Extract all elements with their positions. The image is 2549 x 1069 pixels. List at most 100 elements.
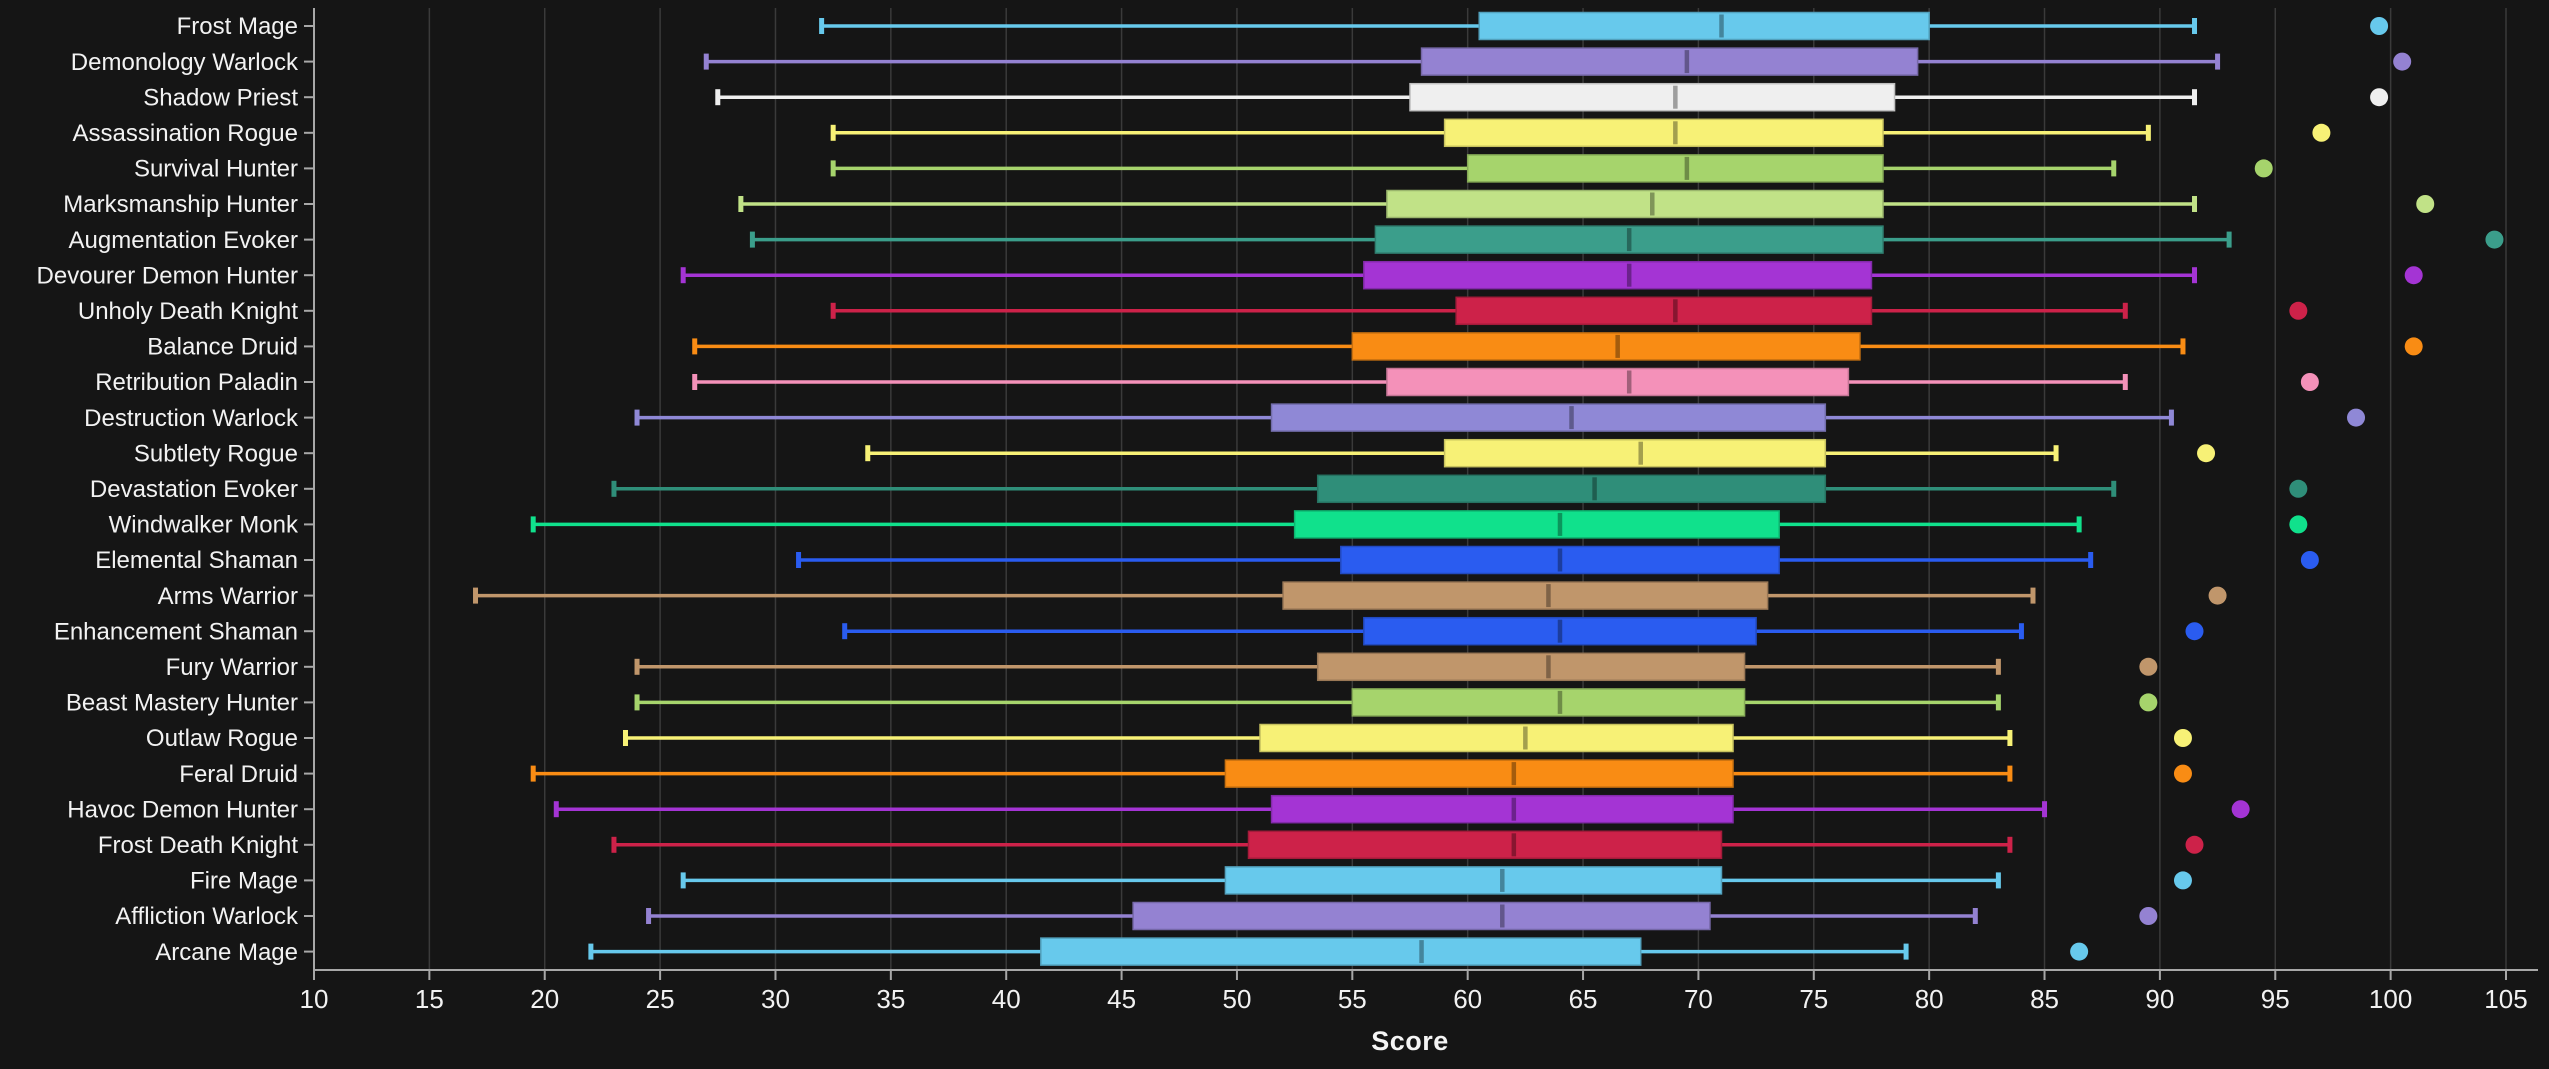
x-axis-title: Score (1371, 1026, 1449, 1056)
y-axis-label: Retribution Paladin (95, 369, 298, 396)
y-axis-label: Augmentation Evoker (69, 227, 298, 254)
median-line (1500, 868, 1505, 892)
outlier-dot (2370, 17, 2389, 35)
whisker-cap-min (830, 160, 836, 177)
outlier-dot (2185, 835, 2204, 854)
whisker-cap-min (738, 196, 744, 212)
whisker-cap-max (2122, 302, 2128, 319)
x-tick-label: 60 (1453, 984, 1482, 1014)
whisker-cap-max (2168, 409, 2174, 426)
y-axis-label: Shadow Priest (143, 84, 298, 111)
x-tick-label: 95 (2261, 984, 2290, 1014)
whisker-cap-min (715, 89, 721, 106)
median-line (1673, 121, 1678, 145)
whisker-cap-min (819, 18, 825, 34)
whisker-cap-max (2180, 338, 2186, 355)
outlier-dot (2347, 408, 2366, 427)
whisker-cap-max (2076, 516, 2082, 533)
box (1351, 332, 1861, 361)
median-line (1569, 406, 1574, 430)
box (1259, 723, 1734, 753)
whisker-cap-min (473, 587, 479, 604)
whisker-cap-max (2215, 53, 2221, 70)
y-axis-label: Subtlety Rogue (134, 440, 298, 467)
whisker-cap-max (1995, 658, 2001, 675)
outlier-dot (2404, 337, 2423, 356)
whisker-cap-max (1995, 872, 2001, 889)
whisker-cap-max (2042, 801, 2048, 818)
median-line (1511, 762, 1517, 786)
median-line (1626, 263, 1632, 287)
median-line (1719, 14, 1724, 38)
box (1247, 830, 1723, 860)
box (1420, 47, 1919, 76)
y-axis-label: Elemental Shaman (95, 547, 298, 574)
outlier-dot (2300, 551, 2319, 569)
y-axis-label: Balance Druid (147, 334, 298, 361)
x-tick-label: 55 (1338, 984, 1367, 1014)
median-line (1557, 619, 1563, 643)
y-axis-label: Beast Mastery Hunter (66, 690, 298, 717)
median-line (1673, 85, 1678, 109)
outlier-dot (2139, 907, 2158, 925)
box (1282, 581, 1769, 610)
median-line (1626, 228, 1632, 252)
whisker-cap-max (2226, 231, 2232, 248)
median-line (1684, 50, 1690, 74)
y-axis-label: Frost Mage (177, 13, 298, 40)
whisker-cap-min (530, 765, 536, 782)
outlier-dot (2300, 373, 2319, 391)
whisker-cap-max (1903, 943, 1909, 960)
whisker-cap-min (646, 908, 652, 924)
whisker-cap-min (865, 445, 871, 462)
median-line (1546, 584, 1551, 608)
y-axis-label: Enhancement Shaman (54, 618, 298, 645)
outlier-dot (2185, 622, 2204, 641)
x-tick-label: 45 (1107, 984, 1136, 1014)
median-line (1673, 299, 1678, 323)
y-axis-label: Arms Warrior (158, 583, 298, 610)
box (1224, 866, 1723, 895)
whisker-cap-min (553, 801, 559, 818)
whisker-cap-min (830, 302, 836, 319)
whisker-cap-min (692, 338, 698, 355)
outlier-dot (2173, 729, 2192, 747)
whisker-cap-max (2007, 765, 2013, 782)
whisker-cap-min (703, 53, 709, 70)
y-axis-label: Unholy Death Knight (78, 298, 298, 325)
y-axis-label: Havoc Demon Hunter (67, 796, 298, 823)
x-tick-label: 70 (1684, 984, 1713, 1014)
whisker-cap-max (2192, 18, 2198, 34)
outlier-dot (2139, 657, 2158, 676)
box (1478, 11, 1930, 41)
y-axis-label: Survival Hunter (134, 156, 298, 183)
x-tick-label: 65 (1569, 984, 1598, 1014)
box (1293, 510, 1780, 539)
median-line (1557, 512, 1563, 536)
whisker-cap-max (2007, 836, 2013, 853)
whisker-cap-min (530, 516, 536, 533)
whisker-cap-min (680, 267, 686, 284)
box (1040, 937, 1642, 966)
box (1386, 367, 1850, 397)
outlier-dot (2231, 800, 2250, 819)
x-tick-label: 90 (2145, 984, 2174, 1014)
outlier-dot (2139, 693, 2158, 712)
whisker-cap-min (692, 374, 698, 390)
x-tick-label: 80 (1915, 984, 1944, 1014)
y-axis-label: Demonology Warlock (71, 49, 299, 76)
y-axis-label: Windwalker Monk (109, 512, 299, 539)
y-axis-label: Devourer Demon Hunter (37, 262, 298, 289)
median-line (1650, 192, 1655, 216)
whisker-cap-min (622, 730, 628, 746)
median-line (1500, 904, 1505, 928)
box (1409, 82, 1896, 112)
whisker-cap-min (634, 658, 640, 675)
box (1363, 260, 1873, 290)
y-axis-label: Feral Druid (179, 761, 298, 788)
whisker-cap-min (749, 231, 755, 248)
whisker-cap-min (634, 694, 640, 711)
whisker-cap-min (680, 872, 686, 889)
box (1270, 794, 1734, 824)
